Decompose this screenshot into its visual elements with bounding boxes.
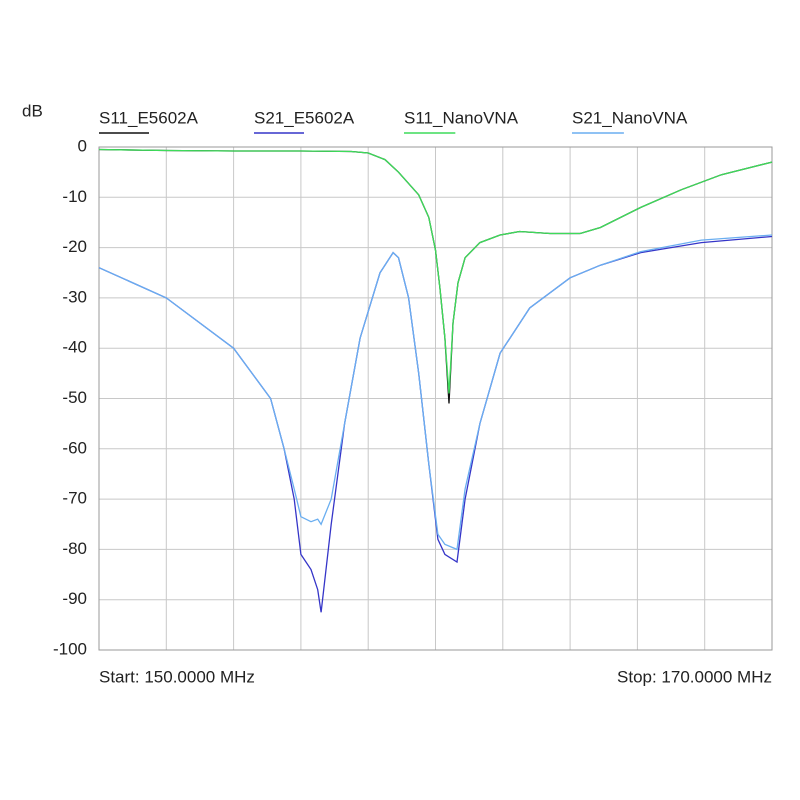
y-tick-label: -90 — [62, 589, 87, 608]
series-line — [98, 234, 773, 551]
y-tick-label: -70 — [62, 489, 87, 508]
y-unit: dB — [22, 101, 43, 120]
y-tick-label: -50 — [62, 388, 87, 407]
y-tick-label: -100 — [53, 639, 87, 658]
y-tick-label: -10 — [62, 187, 87, 206]
start-label: Start: 150.0000 MHz — [99, 667, 255, 686]
legend-label: S21_NanoVNA — [572, 108, 688, 127]
y-tick-label: 0 — [78, 136, 87, 155]
y-tick-label: -60 — [62, 438, 87, 457]
legend-label: S21_E5602A — [254, 108, 355, 127]
legend-label: S11_NanoVNA — [404, 108, 519, 127]
y-tick-label: -40 — [62, 338, 87, 357]
stop-label: Stop: 170.0000 MHz — [617, 667, 772, 686]
y-tick-label: -20 — [62, 237, 87, 256]
y-tick-label: -30 — [62, 287, 87, 306]
plot-border — [98, 146, 773, 651]
series-line — [98, 148, 773, 394]
y-tick-label: -80 — [62, 539, 87, 558]
legend-label: S11_E5602A — [99, 108, 199, 127]
